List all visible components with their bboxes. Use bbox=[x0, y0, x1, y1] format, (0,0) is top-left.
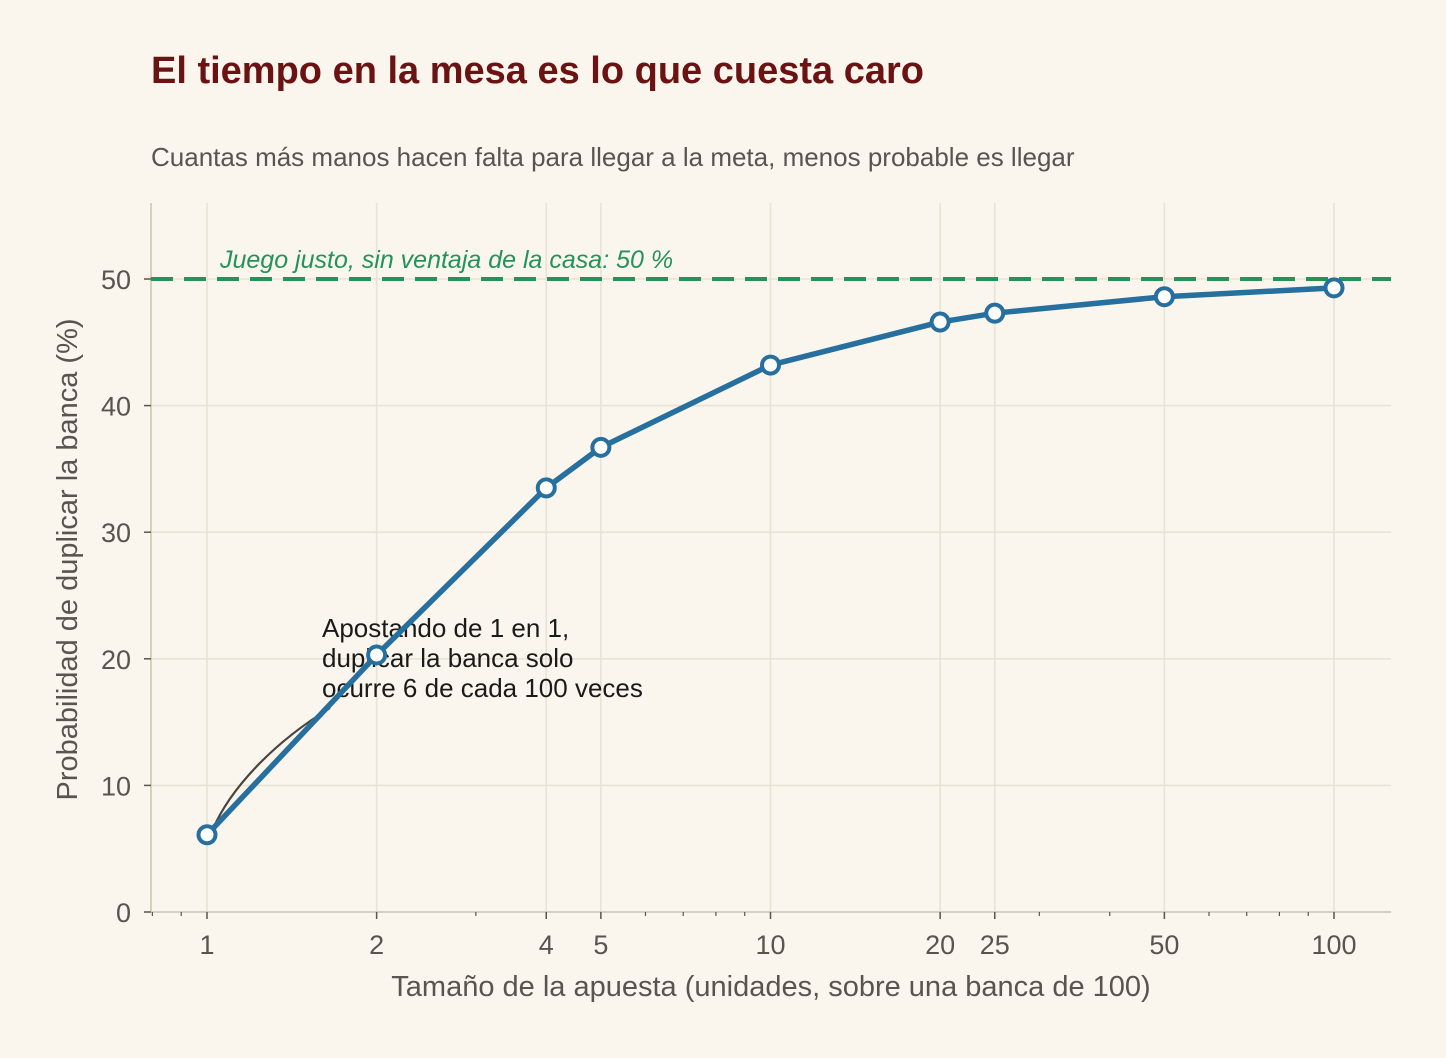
data-point bbox=[760, 354, 781, 376]
reference-line-label: Juego justo, sin ventaja de la casa: 50 … bbox=[219, 246, 673, 274]
x-tick-label: 100 bbox=[1311, 930, 1356, 960]
y-tick-label: 40 bbox=[101, 392, 131, 422]
chart-subtitle: Cuantas más manos hacen falta para llega… bbox=[151, 142, 1075, 172]
y-tick-label: 0 bbox=[116, 898, 131, 928]
tick-labels: 1 2 4 5 10 20 25 50 100 0 10 20 30 40 50 Tamaño de la a… bbox=[52, 265, 1357, 1003]
x-tick-label: 5 bbox=[593, 930, 608, 960]
annotation-text-line: Apostando de 1 en 1, bbox=[322, 613, 569, 643]
data-point bbox=[984, 302, 1006, 324]
x-tick-label: 1 bbox=[199, 930, 214, 960]
x-axis-title: Tamaño de la apuesta (unidades, sobre un… bbox=[391, 971, 1150, 1003]
x-tick-label: 4 bbox=[539, 930, 554, 960]
data-point bbox=[196, 824, 218, 846]
annotation-text-line: duplicar la banca solo bbox=[322, 643, 574, 673]
data-point bbox=[1323, 277, 1345, 299]
data-point bbox=[366, 644, 388, 666]
x-tick-label: 10 bbox=[755, 930, 785, 960]
data-point bbox=[590, 436, 612, 458]
data-point bbox=[929, 311, 951, 333]
y-tick-label: 20 bbox=[101, 645, 131, 675]
reference-line-group: Juego justo, sin ventaja de la casa: 50 … bbox=[151, 246, 1391, 281]
grid-lines bbox=[151, 203, 1391, 913]
axes bbox=[144, 203, 1391, 919]
chart-title: El tiempo en la mesa es lo que cuesta ca… bbox=[151, 50, 924, 92]
data-point bbox=[535, 477, 557, 499]
x-tick-label: 50 bbox=[1149, 930, 1179, 960]
y-tick-label: 50 bbox=[101, 265, 131, 295]
x-tick-label: 20 bbox=[925, 930, 955, 960]
annotation-arrow bbox=[211, 707, 331, 830]
data-point bbox=[1153, 286, 1175, 308]
series-group bbox=[196, 277, 1345, 846]
x-tick-label: 2 bbox=[369, 930, 384, 960]
annotation-text-line: ocurre 6 de cada 100 veces bbox=[322, 673, 643, 703]
y-tick-label: 30 bbox=[101, 518, 131, 548]
y-axis-title: Probabilidad de duplicar la banca (%) bbox=[52, 318, 84, 800]
x-tick-label: 25 bbox=[980, 930, 1010, 960]
y-tick-label: 10 bbox=[101, 771, 131, 801]
annotation-group: Apostando de 1 en 1,duplicar la banca so… bbox=[211, 613, 643, 830]
